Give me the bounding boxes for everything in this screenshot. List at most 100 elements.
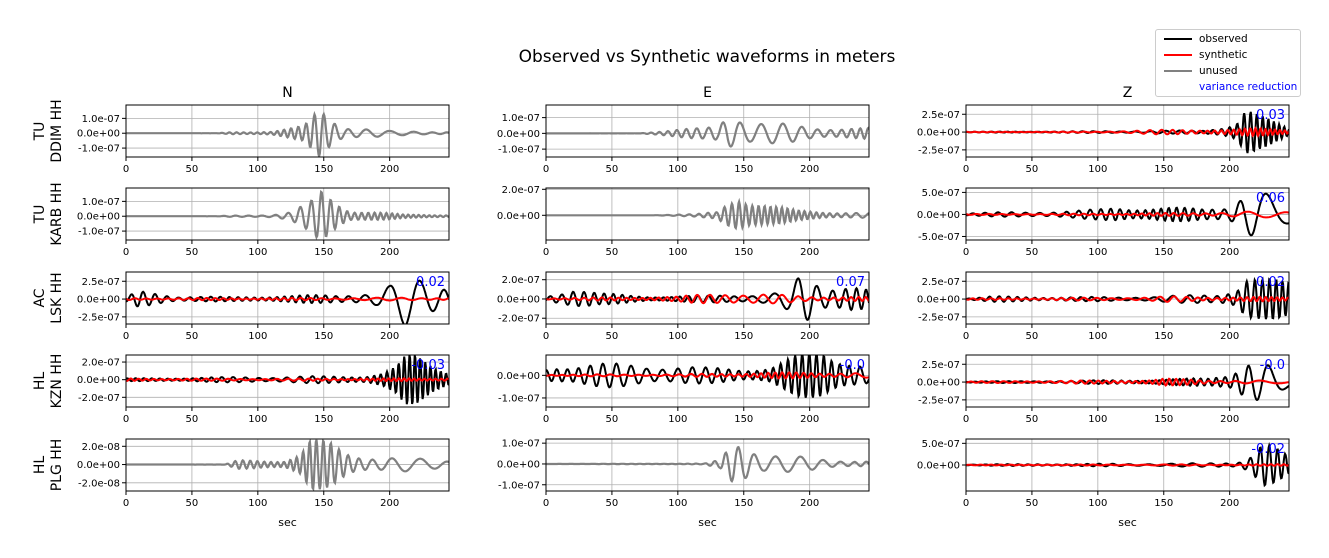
y-tick-label: 2.5e-07 (82, 277, 120, 288)
x-tick-label: 150 (734, 164, 753, 175)
x-tick-label: 100 (1088, 331, 1107, 342)
series-observed (126, 279, 449, 324)
x-axis-label: sec (1118, 516, 1137, 529)
x-tick-label: 50 (186, 164, 199, 175)
x-tick-label: 100 (668, 331, 687, 342)
legend-item-observed: observed (1164, 32, 1248, 46)
series-unused (546, 197, 869, 232)
series-synthetic (966, 463, 1289, 467)
column-title-N: N (282, 85, 292, 101)
variance-reduction-value: -0.03 (411, 358, 445, 373)
x-tick-label: 150 (314, 414, 333, 425)
x-tick-label: 150 (734, 498, 753, 509)
panel-ddim-hh-e: 0 50 100 150 200 1.0e-07 0.0e+00 -1.0e-07 (497, 104, 870, 175)
x-tick-label: 150 (1154, 414, 1173, 425)
x-tick-label: 150 (314, 331, 333, 342)
panel-frame (545, 271, 870, 325)
variance-reduction-value: -0.0 (840, 358, 865, 373)
x-tick-label: 200 (380, 414, 399, 425)
y-tick-label: -1.0e-07 (498, 145, 540, 156)
series-observed (126, 355, 449, 405)
x-tick-label: 0 (963, 164, 969, 175)
x-tick-label: 100 (1088, 498, 1107, 509)
legend-label-variance-reduction: variance reduction (1199, 81, 1298, 93)
panel-plg-hh-z: 0 50 100 150 200 5.0e-07 0.0e+00 -0.02 (917, 438, 1290, 509)
series-observed (546, 355, 869, 400)
legend-item-unused: unused (1164, 64, 1238, 78)
panels-grid: N E ZTU DDIM HH0 50 100 150 2001.0e-070.0e+00-1… (32, 85, 1290, 529)
x-tick-label: 200 (380, 247, 399, 258)
x-tick-label: 50 (186, 331, 199, 342)
station-label-line: TU (32, 205, 48, 225)
series-unused (126, 439, 449, 491)
panel-frame (125, 104, 450, 158)
y-tick-label: 0.0e+00 (77, 375, 120, 386)
y-tick-label: 2.5e-07 (922, 110, 960, 121)
y-tick-label: 0.0e+00 (497, 211, 540, 222)
panel-frame (965, 354, 1290, 408)
series-synthetic (126, 377, 449, 383)
column-title-E: E (703, 85, 712, 101)
series-unused (126, 189, 449, 240)
y-tick-label: 0.0e+00 (77, 212, 120, 223)
y-tick-label: -1.0e-07 (78, 227, 120, 238)
x-tick-label: 100 (1088, 247, 1107, 258)
station-label: HL PLG HH (32, 439, 65, 492)
legend-swatch-observed (1164, 38, 1192, 40)
station-label-line: KARB HH (49, 182, 65, 245)
panel-lsk-hh-z: 0 50 100 150 200 2.5e-07 0.0e+00 -2.5e-07 0.02 (917, 271, 1290, 342)
y-tick-label: 0.0e+00 (77, 460, 120, 471)
y-tick-label: 5.0e-07 (922, 439, 960, 450)
y-tick-label: 1.0e-07 (502, 113, 540, 124)
panel-kzn-hh-n: 0 50 100 150 200 2.0e-07 0.0e+00 -2.0e-07 -0.03 (77, 354, 450, 425)
series-synthetic (966, 210, 1289, 219)
panel-frame (965, 271, 1290, 325)
panel-karb-hh-n: 0 50 100 150 200 1.0e-07 0.0e+00 -1.0e-07 (77, 187, 450, 258)
panel-frame (545, 187, 870, 241)
panel-karb-hh-z: 0 50 100 150 200 5.0e-07 0.0e+00 -5.0e-07 0.06 (917, 187, 1290, 258)
x-tick-label: 50 (186, 414, 199, 425)
y-tick-label: 2.5e-07 (922, 360, 960, 371)
panel-kzn-hh-e: 0 50 100 150 200 0.0e+00 -1.0e-07 -0.0 (497, 354, 870, 425)
x-tick-label: 50 (606, 164, 619, 175)
y-tick-label: 0.0e+00 (917, 378, 960, 389)
legend-item-variance-reduction: variance reduction (1164, 80, 1297, 94)
y-tick-label: -1.0e-07 (78, 144, 120, 155)
x-tick-label: 0 (963, 414, 969, 425)
station-label-line: TU (32, 122, 48, 142)
y-tick-label: -1.0e-07 (498, 480, 540, 491)
series-synthetic (546, 293, 869, 305)
x-tick-label: 0 (963, 498, 969, 509)
y-tick-label: 1.0e-07 (82, 197, 120, 208)
x-tick-label: 200 (1220, 498, 1239, 509)
variance-reduction-value: 0.03 (1256, 108, 1285, 123)
y-tick-label: 0.0e+00 (497, 371, 540, 382)
variance-reduction-value: 0.06 (1256, 191, 1285, 206)
station-label-line: PLG HH (49, 439, 65, 492)
x-tick-label: 50 (1026, 164, 1039, 175)
panel-kzn-hh-z: 0 50 100 150 200 2.5e-07 0.0e+00 -2.5e-07 -0.0 (917, 354, 1290, 425)
y-tick-label: 1.0e-07 (502, 439, 540, 450)
x-tick-label: 150 (1154, 164, 1173, 175)
x-tick-label: 100 (248, 247, 267, 258)
y-tick-label: 0.0e+00 (497, 459, 540, 470)
x-tick-label: 200 (380, 498, 399, 509)
x-tick-label: 50 (1026, 498, 1039, 509)
y-tick-label: 0.0e+00 (917, 210, 960, 221)
x-tick-label: 100 (668, 247, 687, 258)
x-tick-label: 0 (123, 498, 129, 509)
panel-frame (125, 271, 450, 325)
y-tick-label: 2.0e-08 (82, 442, 120, 453)
x-tick-label: 100 (1088, 164, 1107, 175)
series-synthetic (546, 371, 869, 380)
x-tick-label: 150 (1154, 331, 1173, 342)
panel-frame (545, 438, 870, 492)
x-tick-label: 50 (606, 414, 619, 425)
x-tick-label: 0 (543, 164, 549, 175)
series-synthetic (126, 296, 449, 302)
x-tick-label: 200 (380, 331, 399, 342)
panel-ddim-hh-n: 0 50 100 150 200 1.0e-07 0.0e+00 -1.0e-07 (77, 104, 450, 175)
x-axis-label: sec (698, 516, 717, 529)
x-tick-label: 150 (734, 247, 753, 258)
